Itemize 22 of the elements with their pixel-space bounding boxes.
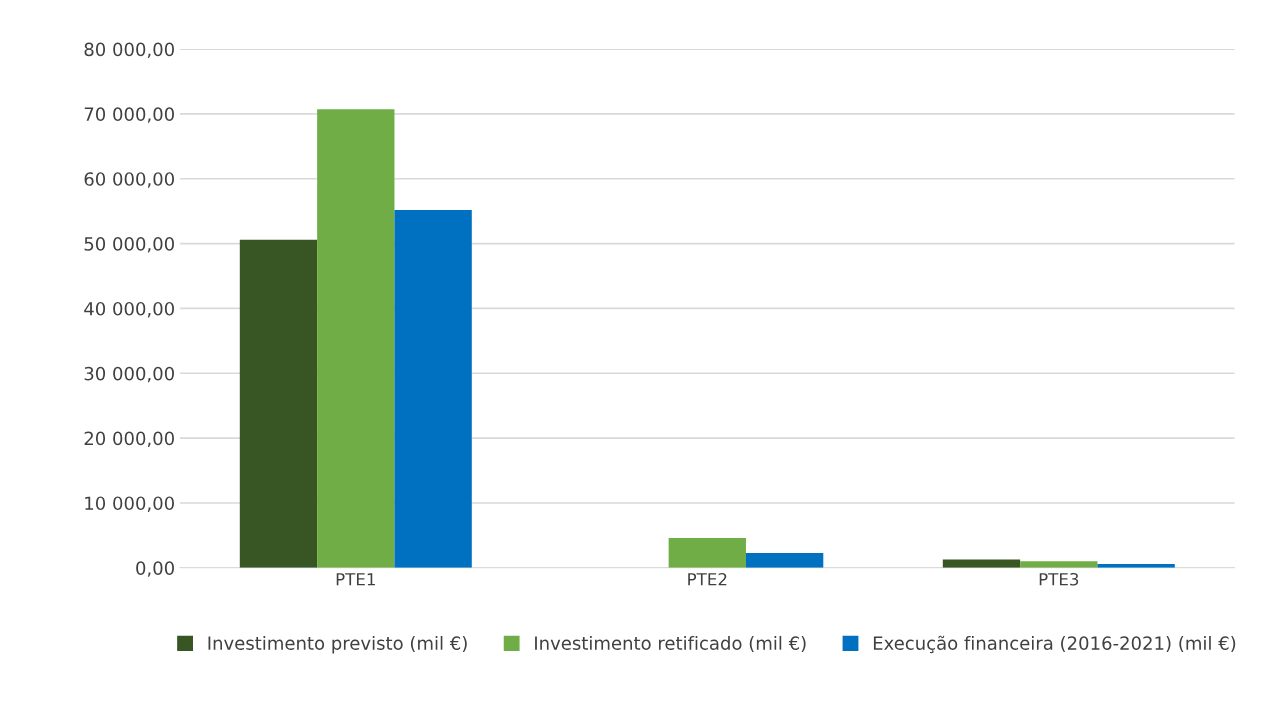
bar	[317, 109, 395, 568]
x-tick-label: PTE2	[688, 572, 727, 586]
y-tick-label: 70 000,00	[84, 107, 174, 123]
y-tick-label: 0,00	[136, 561, 174, 577]
legend-label: Execução financeira (2016-2021) (mil €)	[873, 635, 1236, 654]
y-tick-label: 40 000,00	[84, 301, 174, 318]
y-tick-label: 60 000,00	[84, 172, 174, 188]
legend-label: Investimento previsto (mil €)	[208, 635, 467, 654]
bar	[394, 209, 472, 568]
bar	[1020, 561, 1098, 568]
bar	[239, 239, 318, 568]
bar	[745, 552, 824, 568]
legend-label: Investimento retificado (mil €)	[535, 635, 806, 653]
x-tick-label: PTE1	[336, 573, 375, 586]
y-tick-label: 10 000,00	[85, 496, 174, 512]
bar	[668, 537, 746, 568]
bar	[942, 559, 1021, 568]
y-tick-label: 50 000,00	[84, 237, 174, 253]
y-tick-label: 20 000,00	[84, 431, 174, 448]
x-tick-label: PTE3	[1039, 572, 1079, 586]
y-tick-label: 30 000,00	[84, 366, 174, 383]
y-tick-label: 80 000,00	[84, 42, 174, 59]
